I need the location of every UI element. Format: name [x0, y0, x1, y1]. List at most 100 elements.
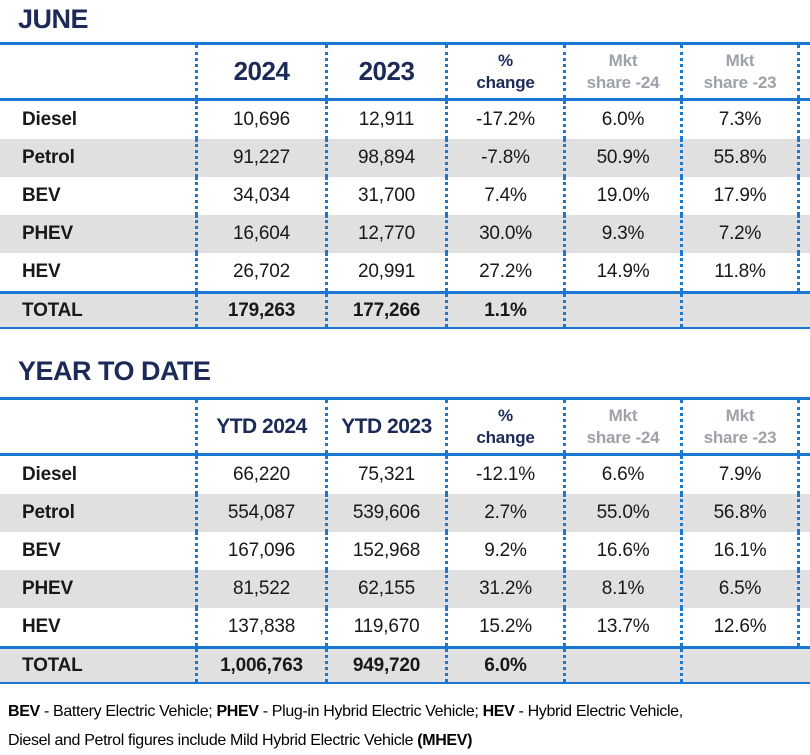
- value-pct-change: 15.2%: [445, 608, 563, 646]
- value-2023: 12,911: [325, 101, 445, 139]
- stub-cell: [797, 570, 810, 608]
- stub-cell: [797, 456, 810, 494]
- row-label: PHEV: [0, 215, 195, 253]
- value-2023: 12,770: [325, 215, 445, 253]
- value-2023: 75,321: [325, 456, 445, 494]
- value-2023: 62,155: [325, 570, 445, 608]
- footnote-term-hev: HEV: [482, 703, 515, 720]
- value-mkt-share-23: 6.5%: [680, 570, 797, 608]
- header-2024: 2024: [195, 45, 325, 98]
- stub-cell: [797, 608, 810, 646]
- value-mkt-share-24: 14.9%: [563, 253, 680, 291]
- value-mkt-share-23: 55.8%: [680, 139, 797, 177]
- row-label: HEV: [22, 261, 61, 282]
- header-pct-change: % change: [445, 45, 563, 98]
- value-mkt-share-23: 16.1%: [680, 532, 797, 570]
- row-label: HEV: [22, 616, 61, 637]
- stub-cell: [797, 139, 810, 177]
- header-ytd-2024: YTD 2024: [195, 400, 325, 453]
- value-pct-change: -7.8%: [445, 139, 563, 177]
- footnote-text: - Battery Electric Vehicle;: [39, 703, 217, 720]
- header-mkt-share-23: Mkt share -23: [680, 45, 797, 98]
- value-mkt-share-24: [563, 649, 680, 682]
- stub-cell: [797, 400, 810, 453]
- header-2023: 2023: [325, 45, 445, 98]
- footnote-line-1: BEV - Battery Electric Vehicle; PHEV - P…: [8, 697, 810, 726]
- value-mkt-share-24: [563, 294, 680, 327]
- row-label: TOTAL: [0, 649, 195, 682]
- value-2024: 34,034: [195, 177, 325, 215]
- value-mkt-share-23: [680, 649, 797, 682]
- footnote-text: Diesel and Petrol figures include Mild H…: [8, 732, 418, 749]
- june-table: 2024 2023 % change Mkt share -24 Mkt sha…: [0, 42, 810, 329]
- value-2024: 137,838: [195, 608, 325, 646]
- value-pct-change: 6.0%: [445, 649, 563, 682]
- value-pct-change: 2.7%: [445, 494, 563, 532]
- value-mkt-share-24: 8.1%: [563, 570, 680, 608]
- row-label: PHEV: [0, 570, 195, 608]
- footnote: BEV - Battery Electric Vehicle; PHEV - P…: [8, 697, 810, 755]
- row-label: BEV: [22, 540, 61, 561]
- stub-cell: [797, 532, 810, 570]
- value-2024: 16,604: [195, 215, 325, 253]
- divider-line: [0, 453, 810, 456]
- stub-cell: [797, 649, 810, 682]
- value-mkt-share-24: 9.3%: [563, 215, 680, 253]
- ytd-table: YTD 2024 YTD 2023 % change Mkt share -24…: [0, 397, 810, 684]
- value-pct-change: -17.2%: [445, 101, 563, 139]
- stub-cell: [797, 177, 810, 215]
- ytd-section-title: YEAR TO DATE: [18, 356, 211, 386]
- value-2023: 20,991: [325, 253, 445, 291]
- header-empty-cell: [0, 400, 195, 453]
- value-mkt-share-23: 11.8%: [680, 253, 797, 291]
- footnote-term-phev: PHEV: [216, 703, 259, 720]
- row-label: Petrol: [0, 139, 195, 177]
- value-2024: 91,227: [195, 139, 325, 177]
- value-2024: 10,696: [195, 101, 325, 139]
- divider-line: [0, 291, 810, 294]
- value-pct-change: 30.0%: [445, 215, 563, 253]
- value-2024: 81,522: [195, 570, 325, 608]
- value-mkt-share-24: 16.6%: [563, 532, 680, 570]
- footnote-line-2: Diesel and Petrol figures include Mild H…: [8, 726, 810, 755]
- value-mkt-share-23: 56.8%: [680, 494, 797, 532]
- value-mkt-share-24: 13.7%: [563, 608, 680, 646]
- value-2023: 119,670: [325, 608, 445, 646]
- stub-cell: [797, 215, 810, 253]
- stub-cell: [797, 294, 810, 327]
- value-pct-change: 9.2%: [445, 532, 563, 570]
- value-mkt-share-23: 7.3%: [680, 101, 797, 139]
- value-mkt-share-23: 7.2%: [680, 215, 797, 253]
- value-pct-change: -12.1%: [445, 456, 563, 494]
- header-mkt-share-23: Mkt share -23: [680, 400, 797, 453]
- value-mkt-share-23: [680, 294, 797, 327]
- value-2023: 152,968: [325, 532, 445, 570]
- value-mkt-share-24: 55.0%: [563, 494, 680, 532]
- value-mkt-share-24: 19.0%: [563, 177, 680, 215]
- value-2023: 98,894: [325, 139, 445, 177]
- row-label: BEV: [22, 185, 61, 206]
- stub-cell: [797, 101, 810, 139]
- footnote-text: - Hybrid Electric Vehicle,: [514, 703, 684, 720]
- stub-cell: [797, 253, 810, 291]
- value-2024: 554,087: [195, 494, 325, 532]
- value-2024: 179,263: [195, 294, 325, 327]
- divider-line: [0, 397, 810, 400]
- value-mkt-share-23: 12.6%: [680, 608, 797, 646]
- header-pct-change: % change: [445, 400, 563, 453]
- value-mkt-share-24: 50.9%: [563, 139, 680, 177]
- row-label: Petrol: [0, 494, 195, 532]
- value-mkt-share-23: 17.9%: [680, 177, 797, 215]
- footnote-term-mhev: (MHEV): [417, 732, 473, 749]
- value-2024: 167,096: [195, 532, 325, 570]
- value-2023: 177,266: [325, 294, 445, 327]
- header-ytd-2023: YTD 2023: [325, 400, 445, 453]
- divider-line: [0, 42, 810, 45]
- value-2023: 539,606: [325, 494, 445, 532]
- row-label: Diesel: [22, 109, 77, 130]
- value-2024: 66,220: [195, 456, 325, 494]
- row-label: TOTAL: [0, 294, 195, 327]
- value-2023: 31,700: [325, 177, 445, 215]
- value-2024: 1,006,763: [195, 649, 325, 682]
- value-2024: 26,702: [195, 253, 325, 291]
